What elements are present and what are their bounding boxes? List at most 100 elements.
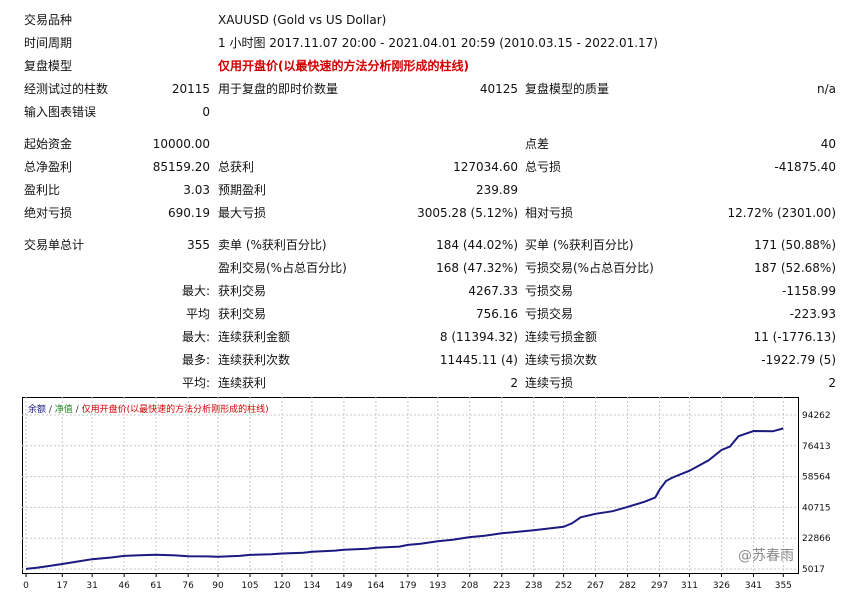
chart-legend: 余额 / 净值 / 仅用开盘价(以最快速的方法分析刚形成的柱线): [28, 403, 269, 415]
x-tick-label: 164: [367, 581, 384, 591]
gross-profit-value: 127034.60: [453, 160, 518, 174]
total-trades-value: 355: [187, 238, 210, 252]
model-label: 复盘模型: [24, 59, 73, 73]
model-value: 仅用开盘价(以最快速的方法分析刚形成的柱线): [218, 59, 469, 73]
y-tick-label: 76413: [802, 442, 830, 452]
avg-consec-prefix: 平均:: [181, 376, 210, 390]
profit-factor-label: 盈利比: [24, 183, 61, 197]
spread-value: 40: [820, 137, 836, 151]
x-tick-label: 0: [23, 581, 29, 591]
quality-label: 复盘模型的质量: [525, 82, 610, 96]
largest-prefix: 最大:: [181, 284, 210, 298]
max-consec-losses-value: 11 (-1776.13): [753, 330, 836, 344]
chart-grid: [22, 397, 798, 573]
max-drawdown-label: 最大亏损: [218, 206, 267, 220]
y-tick-label: 94262: [802, 411, 830, 421]
max-consec-losses-label: 连续亏损金额: [525, 330, 598, 344]
rel-drawdown-label: 相对亏损: [525, 206, 574, 220]
x-tick-label: 134: [303, 581, 320, 591]
gross-loss-value: -41875.40: [774, 160, 836, 174]
y-axis: 5017 22866 40715 58564 76413 94262: [802, 411, 830, 575]
abs-drawdown-value: 690.19: [168, 206, 210, 220]
maximal-consec-loss-value: -1922.79 (5): [761, 353, 836, 367]
average-loss-label: 亏损交易: [525, 307, 574, 321]
rel-drawdown-value: 12.72% (2301.00): [727, 206, 836, 220]
x-tick-label: 223: [493, 581, 510, 591]
expected-payoff-value: 239.89: [476, 183, 518, 197]
y-tick-label: 40715: [802, 503, 830, 513]
chart-frame: [22, 397, 799, 574]
x-tick-label: 149: [335, 581, 352, 591]
long-positions-value: 171 (50.88%): [754, 238, 836, 252]
largest-loss-label: 亏损交易: [525, 284, 574, 298]
long-positions-label: 买单 (%获利百分比): [525, 238, 634, 252]
x-tick-label: 238: [525, 581, 542, 591]
maximal-consec-loss-label: 连续亏损次数: [525, 353, 598, 367]
profit-factor-value: 3.03: [183, 183, 210, 197]
x-tick-label: 326: [713, 581, 730, 591]
y-tick-label: 58564: [802, 473, 830, 483]
x-tick-label: 193: [429, 581, 446, 591]
max-consec-prefix: 最大:: [181, 330, 210, 344]
expected-payoff-label: 预期盈利: [218, 183, 267, 197]
symbol-label: 交易品种: [24, 13, 73, 27]
short-positions-value: 184 (44.02%): [436, 238, 518, 252]
avg-consec-wins-value: 2: [510, 376, 518, 390]
profit-trades-value: 168 (47.32%): [436, 261, 518, 275]
gross-loss-label: 总亏损: [525, 160, 562, 174]
loss-trades-label: 亏损交易(%占总百分比): [525, 261, 654, 275]
maximal-consec-profit-label: 连续获利次数: [218, 353, 291, 367]
max-drawdown-value: 3005.28 (5.12%): [417, 206, 518, 220]
x-tick-label: 282: [619, 581, 636, 591]
period-label: 时间周期: [24, 36, 73, 50]
loss-trades-value: 187 (52.68%): [754, 261, 836, 275]
average-prefix: 平均: [185, 307, 210, 321]
x-tick-label: 267: [587, 581, 604, 591]
largest-loss-value: -1158.99: [782, 284, 836, 298]
quality-value: n/a: [816, 82, 836, 96]
average-profit-label: 获利交易: [218, 307, 267, 321]
short-positions-label: 卖单 (%获利百分比): [218, 238, 327, 252]
largest-profit-value: 4267.33: [468, 284, 518, 298]
net-profit-label: 总净盈利: [24, 160, 73, 174]
balance-chart: 0 17 31 46 61 76 90 105 120 134 149 164 179 193 208 223…: [22, 397, 830, 591]
y-tick-label: 5017: [802, 565, 825, 575]
x-tick-label: 311: [681, 581, 698, 591]
x-tick-label: 355: [775, 581, 792, 591]
deposit-label: 起始资金: [24, 137, 73, 151]
max-consec-wins-value: 8 (11394.32): [439, 330, 518, 344]
errors-label: 输入图表错误: [24, 105, 97, 119]
x-tick-label: 105: [241, 581, 258, 591]
bars-value: 20115: [171, 82, 210, 96]
x-tick-label: 90: [212, 581, 224, 591]
x-tick-label: 208: [461, 581, 478, 591]
x-tick-label: 46: [118, 581, 130, 591]
legend-balance: 余额: [28, 403, 46, 415]
max-consec-wins-label: 连续获利金额: [218, 330, 291, 344]
legend-separator-2: /: [73, 405, 82, 415]
net-profit-value: 85159.20: [152, 160, 210, 174]
maximal-prefix: 最多:: [181, 353, 210, 367]
average-loss-value: -223.93: [789, 307, 836, 321]
deposit-value: 10000.00: [152, 137, 210, 151]
x-tick-label: 31: [86, 581, 97, 591]
average-profit-value: 756.16: [476, 307, 518, 321]
x-tick-label: 179: [399, 581, 416, 591]
x-axis: 0 17 31 46 61 76 90 105 120 134 149 164 179 193 208 223…: [23, 573, 792, 591]
x-tick-label: 341: [745, 581, 762, 591]
ticks-value: 40125: [479, 82, 518, 96]
x-tick-label: 252: [555, 581, 572, 591]
bars-label: 经测试过的柱数: [24, 82, 109, 96]
legend-model: 仅用开盘价(以最快速的方法分析刚形成的柱线): [82, 403, 269, 415]
avg-consec-wins-label: 连续获利: [218, 376, 267, 390]
legend-equity: 净值: [55, 403, 73, 415]
avg-consec-losses-value: 2: [828, 376, 836, 390]
x-tick-label: 76: [182, 581, 194, 591]
abs-drawdown-label: 绝对亏损: [24, 206, 73, 220]
balance-series-line: [25, 427, 784, 570]
period-value: 1 小时图 2017.11.07 20:00 - 2021.04.01 20:5…: [218, 36, 658, 50]
spread-label: 点差: [525, 137, 550, 151]
avg-consec-losses-label: 连续亏损: [525, 376, 574, 390]
x-tick-label: 17: [57, 581, 68, 591]
x-tick-label: 297: [651, 581, 668, 591]
